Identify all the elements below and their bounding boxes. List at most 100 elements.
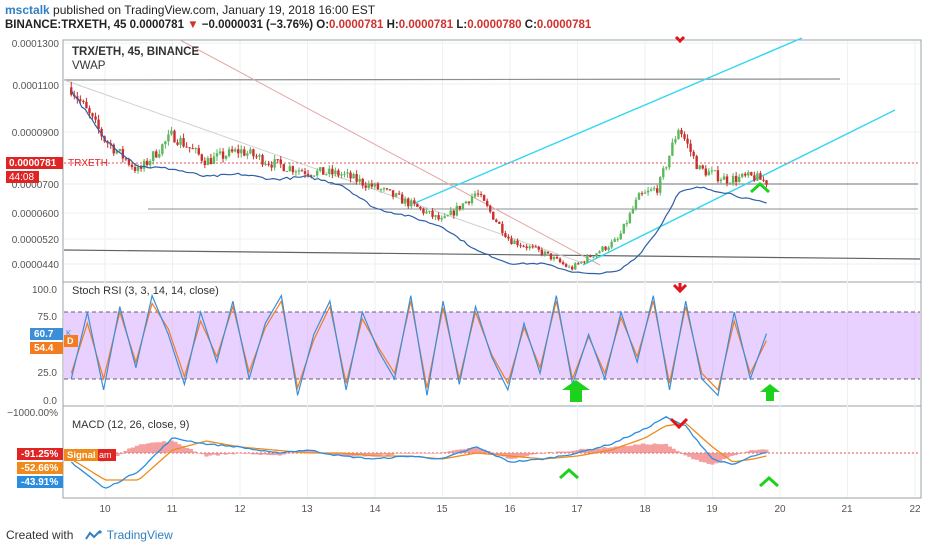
channel-upper-line (414, 37, 803, 204)
candle-body (322, 167, 325, 175)
author-link[interactable]: msctalk (5, 3, 50, 17)
macd-hist-bar (470, 447, 475, 453)
macd-hist-bar (729, 453, 734, 457)
macd-hist-bar (760, 449, 765, 453)
macd-hist-bar (563, 451, 568, 453)
candle-body (574, 263, 577, 270)
candle-body (528, 246, 531, 249)
countdown-tag (6, 171, 39, 183)
histogram-tag (98, 449, 116, 461)
macd-hist-bar (289, 452, 294, 454)
macd-hist-bar (235, 452, 240, 454)
tradingview-logo-icon (84, 530, 102, 540)
candle-body (243, 149, 246, 156)
macd-hist-bar (602, 446, 607, 453)
candle-body (273, 159, 276, 168)
macd-hist-bar (339, 453, 344, 456)
candle-body (331, 168, 334, 175)
macd-hist-bar (687, 453, 692, 457)
ohlc-line: BINANCE:TRXETH, 45 0.0000781 ▼ −0.000003… (5, 19, 591, 31)
signal-value-tag (17, 462, 63, 474)
stoch-k-line (70, 293, 768, 397)
candle-body (267, 163, 270, 165)
candle-body (522, 245, 525, 247)
candle-body (255, 156, 258, 158)
macd-hist-bar (239, 452, 244, 454)
candle-body (367, 183, 370, 188)
candle-body (498, 221, 501, 224)
candle-body (291, 166, 295, 173)
candle-body (607, 247, 610, 250)
candle-body (258, 155, 261, 157)
candle-body (458, 205, 462, 210)
macd-hist-bar (544, 452, 549, 454)
candle-body (631, 208, 635, 214)
candle-body (504, 233, 507, 237)
macd-hist-bar (219, 453, 224, 454)
candle-body (124, 158, 128, 160)
macd-hist-bar (555, 451, 560, 453)
candle-body (282, 164, 285, 172)
candle-body (476, 193, 480, 195)
candle-body (671, 142, 674, 156)
created-with-text: Created with (6, 528, 74, 542)
downtrend-line-2 (63, 79, 581, 263)
macd-hist-bar (440, 452, 445, 453)
macd-hist-bar (714, 453, 719, 464)
stoch-tick-label: 75.0 (38, 312, 58, 323)
macd-hist-bar (644, 444, 649, 453)
macd-hist-bar (752, 450, 757, 453)
candle-body (79, 99, 82, 101)
candle-body (340, 174, 343, 176)
candle-body (540, 249, 544, 255)
candle-body (628, 213, 632, 224)
macd-hist-bar (428, 453, 433, 454)
macd-hist-bar (204, 453, 209, 457)
candle-body (431, 210, 434, 217)
macd-hist-bar (223, 453, 228, 455)
open-value: 0.0000781 (329, 19, 384, 31)
candle-body (485, 200, 489, 206)
macd-top-value: 1000.00% (13, 408, 58, 419)
candle-body (595, 253, 598, 257)
price-tick-label: 0.0001100 (12, 81, 59, 92)
macd-hist-bar (185, 447, 190, 453)
candle-body (446, 215, 449, 217)
candle-body (543, 251, 547, 255)
macd-hist-bar (115, 453, 120, 457)
stoch-buy-arrow-icon-2 (760, 384, 780, 401)
candle-body (501, 223, 504, 234)
macd-hist-bar (277, 453, 282, 456)
stoch-d-letter-tag (64, 335, 78, 347)
time-tick-label: 14 (369, 504, 381, 515)
macd-hist-bar (250, 453, 255, 455)
macd-hist-bar (335, 453, 340, 455)
macd-hist-bar (134, 445, 139, 453)
open-label: O: (316, 19, 330, 31)
candle-body (358, 178, 361, 182)
candle-body (552, 257, 556, 260)
macd-hist-bar (497, 453, 502, 455)
macd-hist-bar (258, 453, 263, 455)
candle-body (142, 160, 146, 169)
candle-body (449, 210, 452, 216)
macd-hist-bar (629, 445, 634, 453)
tradingview-link[interactable]: TradingView (106, 528, 173, 542)
macd-hist-bar (146, 443, 151, 453)
macd-hist-bar (517, 453, 522, 457)
macd-hist-bar (679, 453, 684, 454)
macd-buy-chevron-icon (559, 467, 579, 480)
candle-body (765, 180, 768, 185)
candle-body (507, 236, 510, 239)
stoch-axis: 100.0 75.0 25.0 0.0 (32, 285, 57, 407)
candle-body (136, 166, 140, 171)
candle-body (91, 113, 94, 117)
macd-hist-bar (694, 453, 699, 460)
time-tick-label: 12 (234, 504, 246, 515)
time-tick-label: 16 (504, 504, 516, 515)
signal-value: -52.66% (21, 463, 58, 474)
macd-hist-bar (385, 453, 390, 456)
candle-body (85, 101, 88, 109)
candle-body (206, 158, 210, 165)
